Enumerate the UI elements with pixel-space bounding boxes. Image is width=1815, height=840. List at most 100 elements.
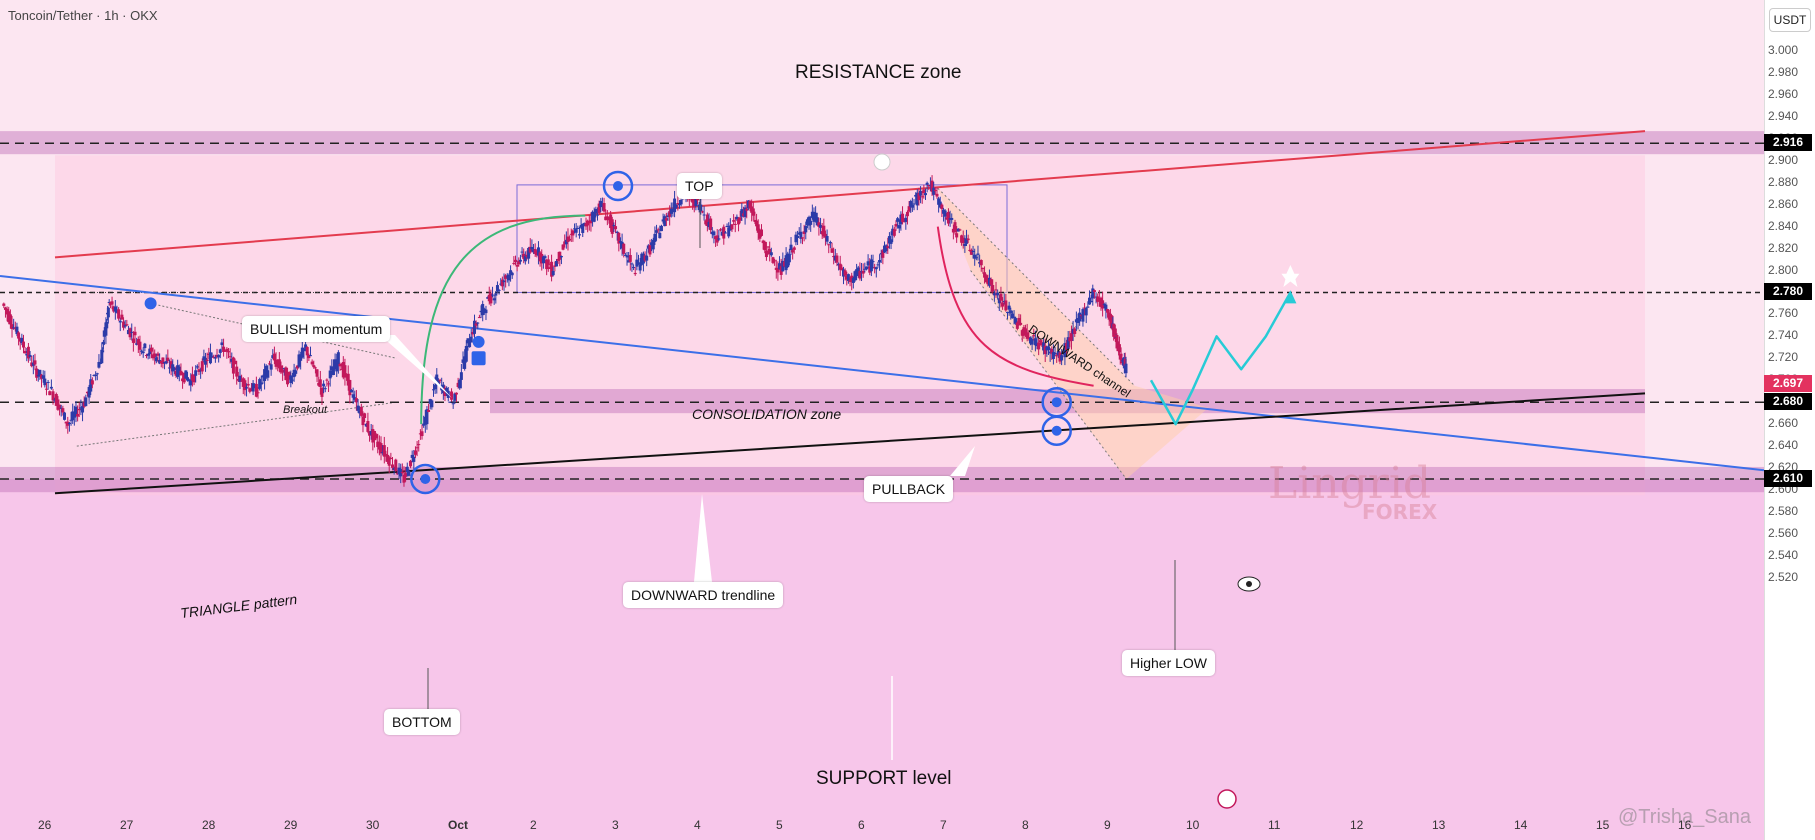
candle-body: [789, 244, 793, 251]
candle-body: [71, 411, 75, 421]
candle-body: [1119, 353, 1123, 357]
candle-body: [327, 383, 331, 385]
candle-body: [973, 254, 977, 259]
candle-body: [364, 423, 368, 427]
resistance-zone-label: RESISTANCE zone: [795, 62, 962, 83]
candle-body: [886, 246, 890, 249]
candle-body: [607, 216, 611, 221]
symbol-title: Toncoin/Tether · 1h · OKX: [8, 8, 158, 23]
candle-body: [1094, 296, 1098, 298]
candle-body: [668, 211, 672, 217]
price-tick-label: 2.760: [1768, 306, 1799, 321]
candle-body: [991, 285, 995, 292]
candle-body: [28, 354, 32, 357]
candle-body: [764, 250, 768, 258]
candle-body: [186, 377, 189, 381]
price-tick-label: 2.520: [1768, 569, 1799, 584]
candle-body: [638, 264, 642, 271]
candle-body: [528, 246, 532, 253]
candle-body: [610, 219, 614, 234]
candle-body: [268, 363, 271, 365]
candle-body: [997, 298, 1001, 304]
candle-body: [594, 208, 598, 214]
candle-body: [928, 185, 932, 187]
candle-body: [236, 378, 240, 381]
candle-body: [387, 457, 391, 466]
candle-body: [937, 198, 941, 205]
candle-body: [825, 236, 829, 242]
candle-body: [987, 277, 991, 286]
price-tick-label: 2.880: [1768, 174, 1799, 189]
candle-body: [454, 392, 458, 395]
candle-body: [1037, 342, 1041, 350]
candle-body: [54, 393, 58, 406]
candle-body: [435, 374, 439, 386]
candle-body: [756, 224, 760, 233]
candle-body: [669, 208, 673, 214]
price-tick-label: 2.820: [1768, 240, 1799, 255]
candle-body: [920, 196, 924, 198]
candle-body: [461, 359, 465, 363]
candle-body: [300, 347, 304, 358]
candle-body: [1053, 352, 1057, 355]
candle-body: [474, 323, 478, 326]
candle-body: [1112, 323, 1116, 337]
candle-body: [514, 259, 517, 263]
candle-body: [555, 260, 558, 267]
time-tick-label: 13: [1432, 818, 1446, 832]
candle-body: [1102, 304, 1106, 306]
candle-body: [66, 421, 70, 426]
candle-body: [1073, 328, 1077, 335]
candle-body: [520, 251, 524, 253]
candle-body: [950, 217, 954, 220]
candle-body: [840, 267, 844, 271]
candle-body: [692, 196, 696, 208]
candle-body: [727, 227, 731, 237]
candle-body: [158, 360, 162, 364]
candle-body: [199, 370, 203, 372]
candle-body: [102, 330, 106, 337]
candle-body: [286, 372, 290, 385]
candle-body: [361, 416, 365, 426]
candle-body: [151, 354, 155, 359]
candle-body: [106, 307, 110, 318]
candle-body: [648, 245, 652, 255]
candle-body: [533, 249, 537, 254]
candle-body: [846, 274, 850, 281]
candle-body: [1012, 316, 1016, 318]
candle-body: [89, 379, 93, 392]
candle-body: [694, 196, 698, 206]
pivot-dot: [1051, 425, 1062, 436]
candle-body: [1015, 322, 1019, 329]
candle-body: [641, 253, 645, 264]
candle-body: [354, 398, 358, 403]
candle-body: [945, 217, 949, 220]
candle-body: [860, 271, 864, 273]
candle-body: [1019, 322, 1023, 325]
candle-body: [630, 263, 634, 265]
currency-unit-badge[interactable]: USDT: [1769, 8, 1811, 32]
candle-body: [107, 301, 111, 303]
candle-body: [318, 379, 322, 387]
candle-body: [904, 217, 908, 222]
candle-body: [294, 370, 298, 374]
candle-body: [1051, 352, 1055, 359]
candle-body: [509, 270, 513, 275]
candle-body: [576, 227, 580, 229]
candle-body: [312, 365, 316, 368]
candle-body: [274, 359, 278, 367]
candle-body: [241, 378, 245, 387]
candle-body: [661, 219, 665, 222]
candle-body: [605, 216, 609, 218]
candle-body: [115, 309, 119, 313]
candle-body: [20, 337, 24, 344]
candle-body: [737, 218, 741, 225]
candle-body: [541, 256, 545, 264]
candle-body: [348, 380, 352, 396]
resistance-trendline: [54, 130, 1646, 259]
candle-body: [154, 357, 158, 362]
candle-body: [627, 260, 631, 263]
candle-body: [1069, 333, 1073, 342]
time-tick-label: 12: [1350, 818, 1364, 832]
